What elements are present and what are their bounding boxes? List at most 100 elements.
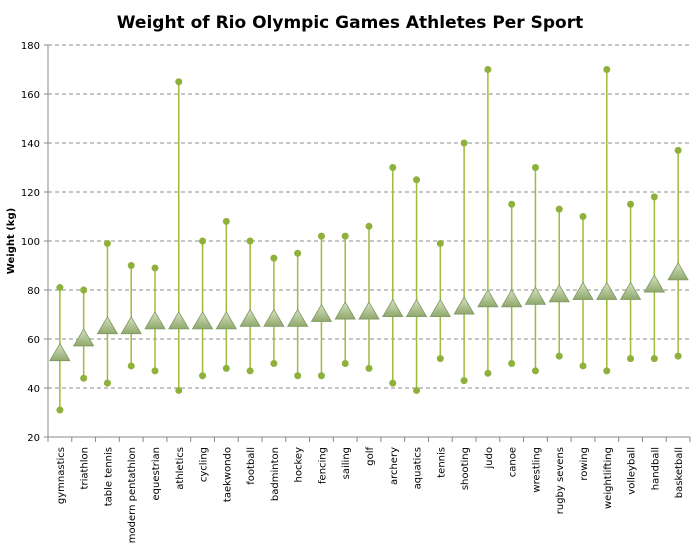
- min-point: [389, 379, 397, 387]
- x-tick-label: hockey: [294, 447, 305, 483]
- max-point: [555, 205, 563, 213]
- max-point: [579, 213, 587, 220]
- max-point: [199, 237, 207, 245]
- max-point: [365, 222, 373, 230]
- min-point: [603, 367, 611, 375]
- max-point: [270, 254, 278, 262]
- max-point: [103, 239, 111, 247]
- x-tick-label: table tennis: [103, 447, 114, 506]
- x-tick-label: cycling: [199, 447, 210, 482]
- mean-marker: [72, 328, 95, 347]
- max-point: [603, 66, 611, 73]
- mean-marker: [358, 301, 380, 320]
- mean-marker: [49, 342, 71, 362]
- max-point: [246, 237, 254, 245]
- mean-marker: [96, 315, 119, 335]
- y-tick-label: 40: [27, 384, 40, 395]
- min-point: [246, 367, 254, 375]
- mean-marker: [239, 308, 261, 327]
- y-tick-label: 100: [21, 237, 40, 248]
- x-tick-label: canoe: [508, 447, 519, 477]
- x-tick-label: volleyball: [627, 447, 638, 495]
- x-tick-label: taekwondo: [222, 447, 233, 502]
- max-point: [627, 200, 635, 208]
- x-tick-label: triathlon: [80, 447, 91, 489]
- max-point: [436, 239, 444, 247]
- min-point: [103, 379, 111, 387]
- max-point: [508, 200, 516, 208]
- mean-marker: [405, 298, 428, 317]
- x-tick-label: rowing: [579, 447, 590, 481]
- max-point: [56, 284, 64, 292]
- y-axis-label: Weight (kg): [6, 208, 17, 274]
- x-tick-label: badminton: [270, 447, 281, 501]
- min-point: [555, 352, 563, 360]
- x-tick-label: gymnastics: [56, 447, 67, 504]
- y-tick-label: 120: [21, 188, 40, 199]
- min-point: [484, 369, 492, 377]
- min-point: [460, 377, 468, 385]
- y-tick-label: 60: [27, 335, 40, 346]
- y-tick-label: 80: [27, 286, 40, 297]
- mean-marker: [334, 301, 356, 320]
- min-point: [674, 352, 682, 360]
- max-point: [460, 139, 468, 147]
- min-point: [579, 362, 587, 370]
- mean-marker: [477, 289, 499, 308]
- x-tick-label: sailing: [341, 447, 352, 479]
- mean-marker: [667, 262, 689, 281]
- mean-marker: [382, 298, 404, 317]
- x-tick-label: judo: [484, 447, 495, 470]
- min-point: [270, 360, 278, 367]
- mean-marker: [524, 286, 547, 305]
- mean-marker: [310, 303, 333, 322]
- max-point: [317, 232, 325, 240]
- max-point: [127, 262, 135, 269]
- mean-marker: [120, 315, 142, 335]
- mean-marker: [429, 298, 452, 317]
- min-point: [531, 367, 539, 375]
- min-point: [627, 355, 635, 363]
- x-tick-label: shooting: [460, 447, 471, 490]
- x-tick-label: football: [246, 447, 257, 485]
- x-tick-label: fencing: [317, 447, 328, 484]
- min-point: [650, 355, 658, 363]
- min-point: [294, 372, 302, 380]
- min-point: [127, 362, 135, 370]
- x-tick-label: weightlifting: [603, 447, 614, 509]
- mean-marker: [144, 311, 166, 330]
- x-tick-label: wrestling: [531, 447, 542, 493]
- min-point: [175, 386, 183, 394]
- x-tick-label: rugby sevens: [555, 447, 566, 514]
- max-point: [674, 146, 682, 154]
- mean-marker: [548, 284, 570, 303]
- mean-marker: [215, 311, 238, 330]
- min-point: [80, 374, 88, 382]
- y-tick-label: 160: [21, 90, 40, 101]
- max-point: [151, 264, 159, 272]
- max-point: [413, 176, 421, 184]
- max-point: [389, 164, 397, 171]
- x-tick-label: modern pentathlon: [127, 447, 138, 543]
- max-point: [341, 232, 349, 240]
- x-tick-label: archery: [389, 447, 400, 485]
- max-point: [531, 164, 539, 171]
- mean-marker: [286, 308, 309, 327]
- x-tick-label: equestrian: [151, 447, 162, 500]
- min-point: [222, 364, 230, 372]
- max-point: [222, 217, 230, 225]
- y-tick-label: 20: [27, 433, 40, 444]
- min-point: [199, 372, 207, 380]
- mean-marker: [596, 281, 618, 300]
- mean-marker: [619, 281, 642, 300]
- min-point: [436, 355, 444, 363]
- x-tick-label: tennis: [436, 447, 447, 478]
- max-point: [294, 249, 302, 257]
- x-tick-label: golf: [365, 447, 376, 466]
- mean-marker: [500, 289, 523, 308]
- x-tick-label: athletics: [175, 447, 186, 490]
- min-point: [341, 360, 349, 367]
- max-point: [484, 66, 492, 73]
- min-point: [508, 360, 516, 367]
- mean-marker: [191, 311, 214, 330]
